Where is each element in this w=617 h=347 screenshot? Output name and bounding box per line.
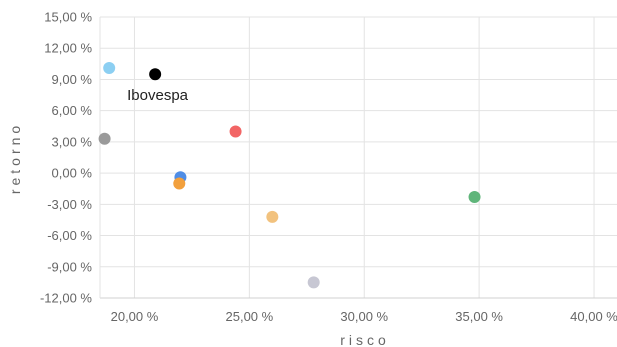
- data-points: Ibovespa: [98, 61, 481, 289]
- y-tick-label: -3,00 %: [47, 197, 92, 212]
- data-point: [173, 177, 186, 190]
- y-axis-title: retorno: [7, 122, 23, 194]
- y-tick-label: -9,00 %: [47, 259, 92, 274]
- y-tick-label: 3,00 %: [52, 134, 93, 149]
- data-point: [266, 210, 279, 223]
- data-point: [149, 68, 162, 81]
- x-tick-label: 40,00 %: [570, 309, 617, 324]
- y-tick-label: 15,00 %: [44, 10, 92, 25]
- y-tick-label: 12,00 %: [44, 41, 92, 56]
- data-point: [229, 125, 242, 138]
- tick-labels: 15,00 % 12,00 % 9,00 % 6,00 % 3,00 % 0,00 % -3…: [40, 10, 617, 325]
- y-tick-label: 0,00 %: [52, 166, 93, 181]
- data-point: [103, 61, 116, 74]
- y-tick-label: -6,00 %: [47, 228, 92, 243]
- data-point: [307, 276, 320, 289]
- y-tick-label: 6,00 %: [52, 103, 93, 118]
- x-axis-title: risco: [340, 332, 390, 347]
- x-tick-label: 30,00 %: [340, 309, 388, 324]
- y-tick-label: -12,00 %: [40, 291, 92, 306]
- grid-lines: [99, 16, 617, 299]
- x-tick-label: 35,00 %: [455, 309, 503, 324]
- data-point: [468, 191, 481, 204]
- y-tick-label: 9,00 %: [52, 72, 93, 87]
- data-point: [98, 132, 111, 145]
- x-tick-label: 20,00 %: [111, 309, 159, 324]
- point-label: Ibovespa: [127, 87, 189, 104]
- x-tick-label: 25,00 %: [226, 309, 274, 324]
